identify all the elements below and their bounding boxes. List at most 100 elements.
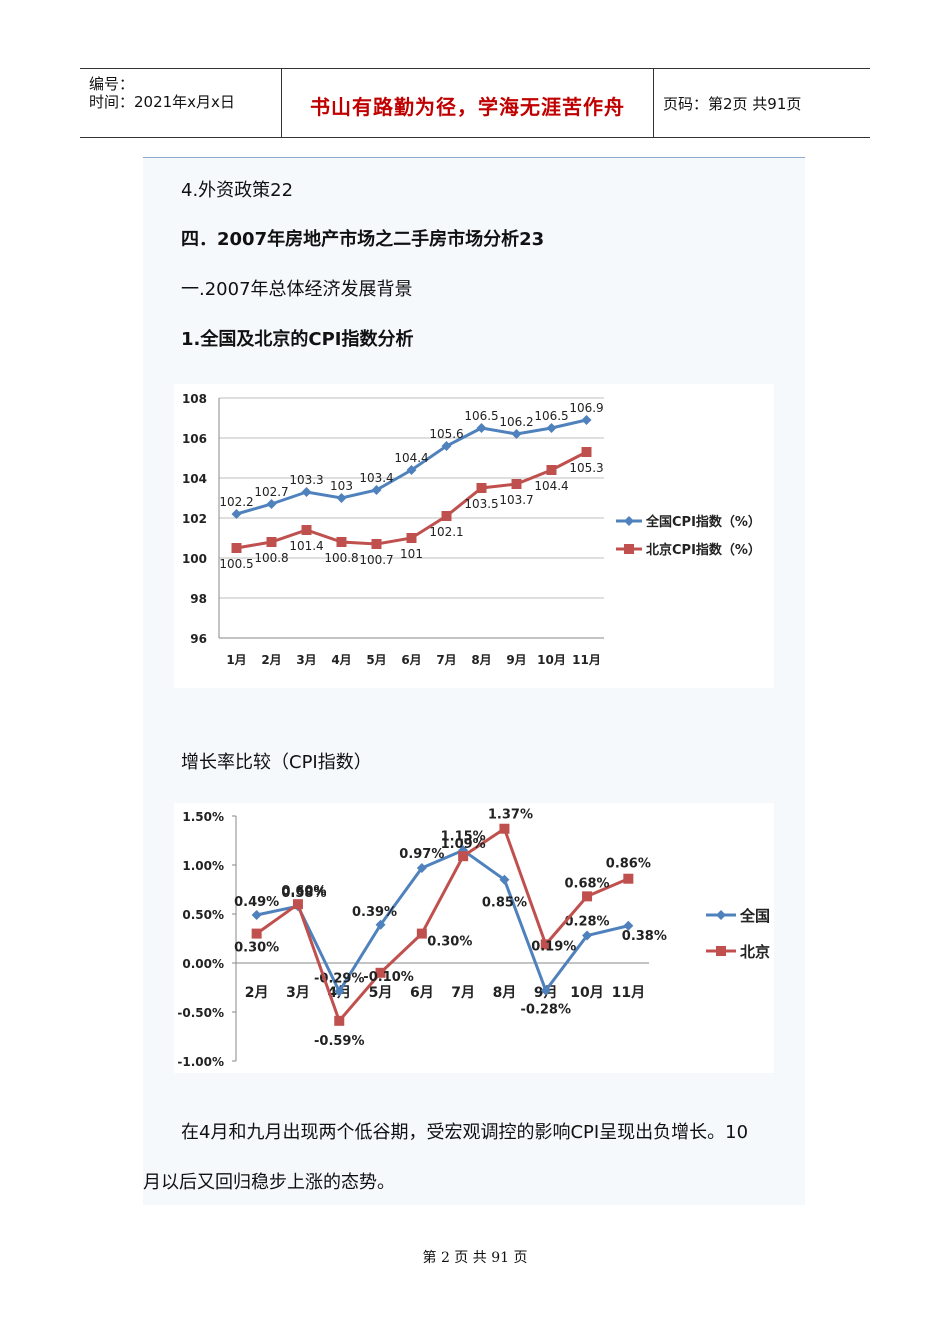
data-point	[511, 429, 522, 439]
x-tick-label: 5月	[366, 653, 386, 667]
data-point	[416, 928, 427, 939]
page-header: 编号： 时间：2021年x月x日 书山有路勤为径，学海无涯苦作舟 页码：第2页 …	[80, 68, 870, 138]
data-point	[623, 920, 634, 931]
data-label: 104.4	[394, 451, 428, 465]
legend-label: 北京	[740, 943, 770, 961]
cpi-heading: 1.全国及北京的CPI指数分析	[181, 329, 414, 350]
data-point	[292, 899, 303, 910]
data-point	[540, 985, 551, 996]
data-label: 106.5	[534, 409, 568, 423]
data-point	[301, 487, 312, 497]
data-point	[336, 493, 347, 503]
page-footer: 第 2 页 共 91 页	[422, 1250, 528, 1266]
data-label: 100.5	[219, 557, 253, 571]
data-point	[375, 967, 386, 978]
code-label: 编号：	[89, 75, 135, 93]
x-tick-label: 8月	[493, 985, 517, 1001]
x-tick-label: 6月	[410, 985, 434, 1001]
data-label: 105.3	[569, 461, 603, 475]
data-point	[251, 909, 262, 920]
data-label: 101	[400, 547, 423, 561]
data-point	[336, 537, 347, 547]
y-tick-label: 106	[182, 432, 207, 446]
cpi-index-chart: 108 106 104 102 100 98 96 1月 2月 3月 4月 5月 6月 7月 8月 9月 10月…	[174, 384, 774, 688]
data-label: 0.60%	[281, 884, 326, 899]
data-label: -0.28%	[521, 1002, 572, 1017]
data-label: 103.3	[289, 473, 323, 487]
x-tick-label: 11月	[572, 653, 601, 667]
y-tick-label: 1.00%	[182, 859, 224, 873]
header-page-cell: 页码：第2页 共91页	[654, 69, 870, 137]
data-label: 106.5	[464, 409, 498, 423]
y-tick-label: -0.50%	[177, 1006, 224, 1020]
data-point	[476, 483, 487, 493]
analysis-paragraph-line1: 在4月和九月出现两个低谷期，受宏观调控的影响CPI呈现出负增长。10	[181, 1122, 749, 1143]
x-tick-label: 7月	[451, 985, 475, 1001]
motto: 书山有路勤为径，学海无涯苦作舟	[310, 95, 625, 119]
y-tick-label: 96	[190, 632, 207, 646]
data-point	[499, 823, 510, 834]
analysis-paragraph-line2: 月以后又回归稳步上涨的态势。	[143, 1172, 395, 1193]
data-label: 0.97%	[399, 847, 444, 862]
data-point	[416, 862, 427, 873]
x-tick-label: 2月	[245, 985, 269, 1001]
data-label: 106.2	[499, 415, 533, 429]
data-point	[499, 874, 510, 885]
data-label: 103.7	[499, 493, 533, 507]
y-tick-label: 108	[182, 392, 207, 406]
data-point	[231, 509, 242, 519]
data-point	[231, 543, 242, 553]
legend-label: 全国CPI指数（%）	[645, 514, 761, 530]
data-label: 102.1	[429, 525, 463, 539]
page-info: 页码：第2页 共91页	[663, 95, 802, 113]
header-motto-cell: 书山有路勤为径，学海无涯苦作舟	[282, 69, 654, 137]
data-label: 1.15%	[441, 829, 486, 844]
data-label: 0.30%	[234, 941, 279, 956]
growth-chart-caption: 增长率比较（CPI指数）	[181, 752, 372, 773]
data-point	[582, 930, 593, 941]
content-area: 4.外资政策22 四．2007年房地产市场之二手房市场分析23 一.2007年总…	[143, 157, 805, 1205]
data-point	[251, 928, 262, 939]
data-point	[375, 919, 386, 930]
x-tick-label: 6月	[401, 653, 421, 667]
data-label: 1.37%	[488, 808, 533, 823]
legend-label: 北京CPI指数（%）	[646, 542, 761, 558]
data-label: 0.38%	[622, 929, 667, 944]
growth-rate-chart-svg: 1.50%1.00%0.50%0.00%-0.50%-1.00%2月3月4月5月…	[177, 808, 770, 1069]
x-tick-label: 8月	[471, 653, 491, 667]
x-tick-label: 9月	[506, 653, 526, 667]
data-label: 104.4	[534, 479, 568, 493]
legend-marker	[624, 516, 634, 526]
y-tick-label: 102	[182, 512, 207, 526]
data-label: 1.09%	[441, 837, 486, 852]
y-tick-label: 0.50%	[182, 908, 224, 922]
data-label: 0.19%	[531, 939, 576, 954]
data-label: 100.7	[359, 553, 393, 567]
data-label: -0.59%	[314, 1034, 365, 1049]
data-label: 103.4	[359, 471, 393, 485]
data-point	[441, 511, 452, 521]
data-point	[266, 537, 277, 547]
y-tick-label: 104	[182, 472, 207, 486]
x-tick-label: 3月	[286, 985, 310, 1001]
data-point	[301, 525, 312, 535]
data-point	[458, 851, 469, 862]
data-point	[581, 415, 592, 425]
data-label: 101.4	[289, 539, 323, 553]
data-point	[540, 939, 551, 950]
data-point	[406, 465, 417, 475]
data-label: 105.6	[429, 427, 463, 441]
header-meta-cell: 编号： 时间：2021年x月x日	[80, 69, 282, 137]
legend-marker	[716, 946, 726, 956]
x-tick-label: 1月	[226, 653, 246, 667]
data-label: 102.7	[254, 485, 288, 499]
section-heading: 四．2007年房地产市场之二手房市场分析23	[181, 229, 545, 250]
y-tick-label: 100	[182, 552, 207, 566]
x-tick-label: 10月	[537, 653, 566, 667]
data-label: 100.8	[254, 551, 288, 565]
data-label: 106.9	[569, 401, 603, 415]
data-label: 103.5	[464, 497, 498, 511]
y-tick-label: -1.00%	[177, 1055, 224, 1069]
data-point	[546, 465, 557, 475]
data-point	[334, 986, 345, 997]
